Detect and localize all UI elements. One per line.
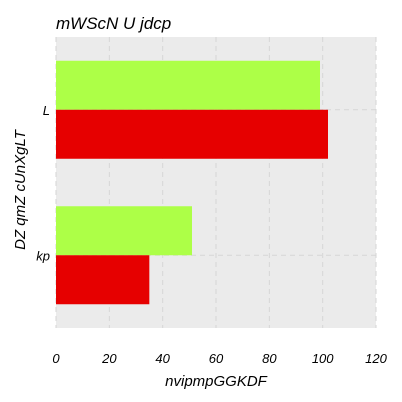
- x-tick-label: 120: [365, 351, 387, 366]
- y-tick-label: L: [43, 103, 50, 118]
- x-tick-label: 60: [209, 351, 224, 366]
- bars: [56, 60, 328, 305]
- x-tick-label: 80: [262, 351, 277, 366]
- x-tick-label: 40: [155, 351, 170, 366]
- y-axis-label: DZ qmZ cUnXgLT: [12, 128, 29, 250]
- y-tick-label: kp: [36, 248, 50, 263]
- bar: [56, 255, 150, 305]
- x-tick-label: 20: [101, 351, 117, 366]
- x-tick-label: 100: [312, 351, 334, 366]
- x-axis-ticks: 0 20 40 60 80 100 120: [52, 351, 387, 366]
- bar: [56, 109, 328, 159]
- bar: [56, 60, 320, 110]
- chart-title: mWScN U jdcp: [56, 14, 171, 33]
- x-tick-label: 0: [52, 351, 60, 366]
- bar: [56, 206, 192, 256]
- x-axis-label: nvipmpGGKDF: [165, 373, 268, 390]
- y-axis-ticks: Lkp: [36, 103, 50, 264]
